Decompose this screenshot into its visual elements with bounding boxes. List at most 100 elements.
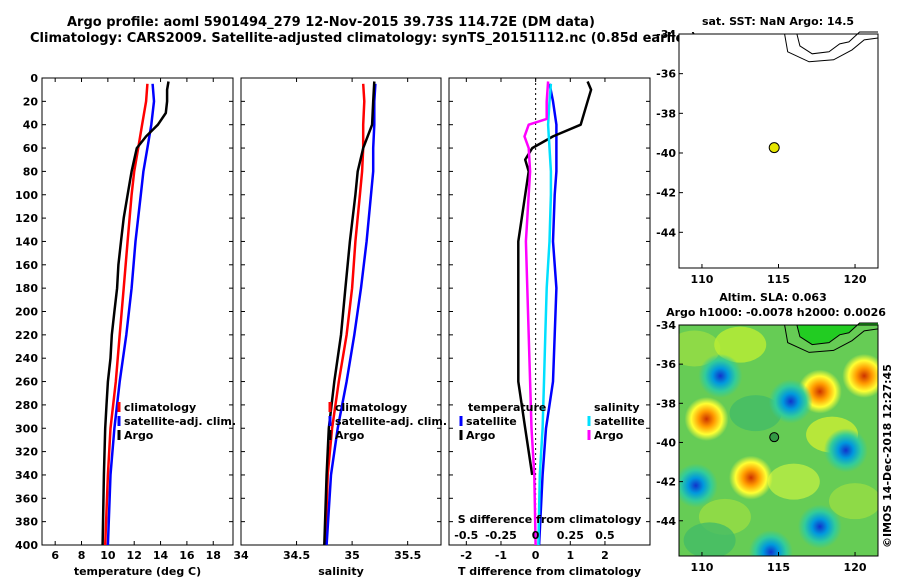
x-tick-label: 6	[51, 549, 59, 562]
shelf-contour	[784, 324, 879, 353]
lat-tick-label: -34	[656, 28, 676, 41]
legend-title-salinity: salinity	[594, 401, 640, 414]
depth-tick-label: 360	[15, 492, 38, 505]
x-tick-label: 16	[179, 549, 195, 562]
sla-high-blob	[684, 396, 729, 441]
title-line-1: Argo profile: aoml 5901494_279 12-Nov-20…	[67, 15, 595, 30]
depth-tick-label: 280	[15, 399, 38, 412]
depth-tick-label: 80	[23, 165, 39, 178]
depth-tick-label: 220	[15, 329, 38, 342]
x-tick-label: 35.5	[394, 549, 421, 562]
s-axis-label: S difference from climatology	[458, 513, 642, 526]
legend-label: Argo	[466, 429, 496, 442]
temperature-panel: 0 20 40 60 80 100 120 140 160 180 200 220 240 260 280 3…	[15, 72, 236, 578]
t-argo-diff-line	[517, 81, 593, 476]
lat-tick-label: -36	[656, 68, 676, 81]
x-axis-label: salinity	[318, 565, 364, 578]
x-tick-label: 2	[601, 549, 609, 562]
lon-tick-label: 120	[844, 273, 867, 286]
s-tick-label: 0.25	[557, 529, 584, 542]
depth-tick-label: 380	[15, 516, 38, 529]
depth-tick-label: 240	[15, 352, 38, 365]
sla-low-blob	[797, 504, 842, 549]
lon-tick-label: 115	[767, 273, 790, 286]
sla-low-blob	[768, 379, 813, 424]
legend-label: Argo	[335, 429, 365, 442]
lat-tick-label: -44	[656, 226, 676, 239]
legend-label: Argo	[594, 429, 624, 442]
depth-tick-label: 340	[15, 469, 38, 482]
sla-map-subtitle: Argo h1000: -0.0078 h2000: 0.0026	[666, 306, 886, 319]
depth-tick-label: 40	[23, 119, 39, 132]
legend-label: climatology	[124, 401, 196, 414]
sla-high-blob	[842, 353, 878, 398]
x-tick-label: 14	[153, 549, 169, 562]
depth-tick-label: 320	[15, 446, 38, 459]
plot-frame	[240, 77, 442, 546]
depth-tick-label: 400	[15, 539, 38, 552]
heatmap-patch	[729, 395, 782, 432]
depth-tick-label: 20	[23, 95, 39, 108]
sla-map-title: Altim. SLA: 0.063	[719, 291, 826, 304]
lon-tick-label: 110	[690, 273, 713, 286]
lat-tick-label: -42	[656, 476, 676, 489]
legend-label: satellite-adj. clim.	[124, 415, 236, 428]
lat-tick-label: -42	[656, 187, 676, 200]
lat-tick-label: -34	[656, 319, 676, 332]
x-tick-label: -1	[495, 549, 507, 562]
depth-tick-label: 160	[15, 259, 38, 272]
lat-tick-label: -44	[656, 515, 676, 528]
heatmap-patch	[829, 483, 878, 520]
depth-tick-label: 180	[15, 282, 38, 295]
x-axis-label: temperature (deg C)	[74, 565, 201, 578]
x-tick-label: 1	[566, 549, 574, 562]
s-tick-label: 0	[532, 529, 540, 542]
s-tick-label: -0.5	[454, 529, 478, 542]
argo-temperature-line	[101, 81, 170, 546]
sla-high-blob	[728, 455, 773, 500]
argo-salinity-line	[323, 81, 376, 546]
depth-tick-label: 300	[15, 422, 38, 435]
x-tick-label: 12	[127, 549, 142, 562]
imos-credit: ©IMOS 14-Dec-2018 12:27:45	[881, 364, 894, 548]
heatmap-patch	[683, 522, 736, 556]
depth-tick-label: 100	[15, 189, 38, 202]
satellite-temperature-line	[106, 83, 156, 546]
lat-tick-label: -40	[656, 147, 676, 160]
depth-tick-label: 0	[30, 72, 38, 85]
satellite-salinity-line	[325, 83, 377, 546]
argo-float-marker	[768, 142, 780, 154]
legend-label: satellite	[466, 415, 517, 428]
depth-tick-label: 120	[15, 212, 38, 225]
depth-tick-label: 60	[23, 142, 39, 155]
sla-low-blob	[748, 530, 793, 556]
depth-tick-label: 140	[15, 235, 38, 248]
heatmap-field	[679, 325, 878, 556]
difference-panel: -2 -1 0 1 2 T difference from climatology S di…	[448, 77, 651, 578]
lat-tick-label: -38	[656, 107, 676, 120]
sst-map-title: sat. SST: NaN Argo: 14.5	[702, 15, 854, 28]
legend-label: climatology	[335, 401, 407, 414]
legend-label: Argo	[124, 429, 154, 442]
t-satellite-diff-line	[537, 83, 558, 546]
lon-tick-label: 120	[844, 561, 867, 574]
argo-float-marker	[769, 432, 780, 443]
sst-map-panel: sat. SST: NaN Argo: 14.5 -34 -36 -38 -40 -42 -…	[656, 15, 879, 286]
legend-label: satellite-adj. clim.	[335, 415, 447, 428]
land-area	[796, 323, 878, 345]
x-tick-label: 10	[100, 549, 116, 562]
x-axis-label: T difference from climatology	[458, 565, 641, 578]
heatmap-patch	[714, 326, 767, 363]
sla-low-blob	[698, 353, 743, 398]
legend-title-temperature: temperature	[468, 401, 546, 414]
x-tick-label: 34	[233, 549, 249, 562]
s-tick-label: 0.5	[595, 529, 615, 542]
s-tick-label: -0.25	[485, 529, 517, 542]
shelf-contour	[784, 33, 879, 63]
sla-low-blob	[679, 463, 718, 508]
x-tick-label: -2	[460, 549, 472, 562]
lat-tick-label: -38	[656, 397, 676, 410]
sla-low-blob	[823, 428, 868, 473]
s-satellite-diff-line	[537, 83, 553, 546]
